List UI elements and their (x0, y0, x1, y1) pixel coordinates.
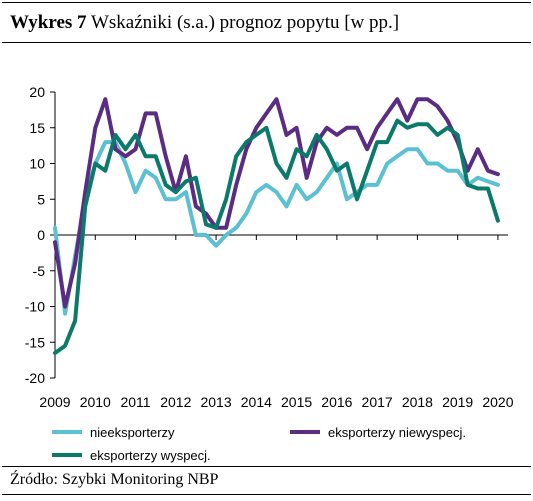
bottom-rule (2, 494, 531, 495)
y-tick-label: -20 (25, 370, 45, 386)
x-tick-label: 2011 (120, 394, 150, 410)
legend-label-nieeksporterzy: nieeksporterzy (90, 425, 175, 440)
x-tick-label: 2019 (442, 394, 473, 410)
y-tick-label: 15 (29, 120, 45, 136)
chart-title-number: Wykres 7 (10, 12, 87, 33)
series-line-eksporterzy-wyspecj (53, 118, 500, 355)
x-tick-label: 2010 (80, 394, 111, 410)
x-tick-label: 2014 (241, 394, 272, 410)
y-tick-label: 0 (37, 227, 45, 243)
y-tick-label: -15 (25, 334, 45, 350)
y-tick-label: 20 (29, 84, 45, 100)
x-tick-label: 2015 (281, 394, 312, 410)
x-tick-label: 2009 (39, 394, 70, 410)
top-rule (2, 2, 531, 3)
y-tick-label: 10 (29, 156, 45, 172)
x-tick-label: 2020 (482, 394, 513, 410)
title-rule (2, 42, 531, 43)
series-line-eksporterzy-niewyspecj (53, 97, 500, 309)
x-tick-label: 2017 (362, 394, 393, 410)
x-tick-label: 2016 (321, 394, 352, 410)
chart-title: Wykres 7 Wskaźniki (s.a.) prognoz popytu… (10, 12, 399, 34)
x-tick-label: 2012 (160, 394, 191, 410)
source-rule (2, 466, 531, 467)
y-tick-label: 5 (37, 191, 45, 207)
x-tick-label: 2013 (200, 394, 231, 410)
source-note: Źródło: Szybki Monitoring NBP (10, 471, 219, 488)
legend-label-eksporterzy-niewyspecj: eksporterzy niewyspecj. (328, 425, 466, 440)
chart-title-text: Wskaźniki (s.a.) prognoz popytu [w pp.] (90, 12, 400, 33)
series-line-nieeksporterzy (53, 140, 500, 316)
y-tick-label: -5 (33, 263, 46, 279)
legend-label-eksporterzy-wyspecj: eksporterzy wyspecj. (90, 448, 211, 463)
x-tick-label: 2018 (402, 394, 433, 410)
y-tick-label: -10 (25, 299, 45, 315)
